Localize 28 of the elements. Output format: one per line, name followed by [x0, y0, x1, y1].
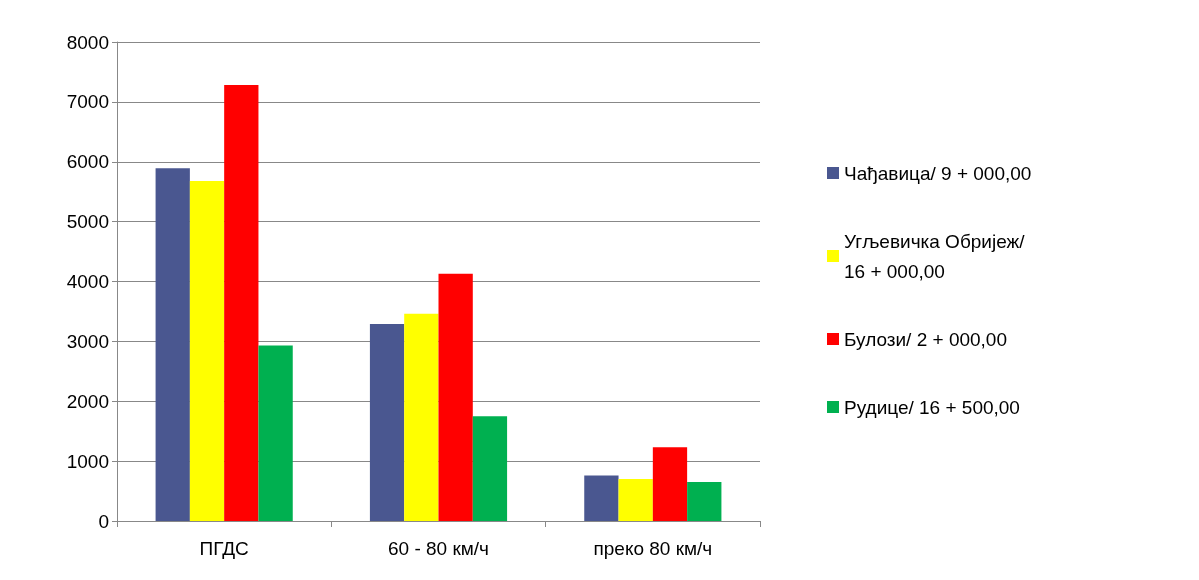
legend-label: Рудице/ 16 + 500,00 — [844, 396, 1020, 418]
y-tick-label: 2000 — [66, 390, 109, 412]
y-tick-label: 3000 — [66, 330, 109, 352]
bar — [652, 447, 688, 521]
legend-label: Угљевичка Обријеж/ 16 + 000,00 — [844, 230, 1030, 282]
y-tick-label: 8000 — [66, 31, 109, 53]
y-tick-label: 7000 — [66, 91, 109, 113]
y-tick-label: 0 — [98, 510, 109, 532]
y-tick-label: 4000 — [66, 271, 109, 292]
bar — [472, 416, 508, 521]
x-tick-label: преко 80 км/ч — [593, 538, 713, 559]
y-tick-label: 1000 — [66, 450, 109, 472]
x-tick-label: 60 - 80 км/ч — [388, 538, 489, 559]
bar — [189, 180, 225, 521]
bar — [404, 313, 439, 521]
bar — [618, 479, 653, 521]
bar — [687, 482, 722, 521]
x-tick-label: ПГДС — [199, 538, 249, 559]
bar — [155, 168, 190, 521]
bar — [584, 475, 619, 521]
y-tick-label: 5000 — [66, 211, 109, 233]
legend-label: Чађавица/ 9 + 000,00 — [844, 162, 1032, 184]
bar — [369, 324, 405, 521]
bar — [224, 85, 259, 521]
bar — [438, 273, 473, 521]
bar — [258, 345, 293, 521]
y-tick-label: 6000 — [66, 151, 109, 173]
legend-label: Булози/ 2 + 000,00 — [844, 328, 1008, 350]
